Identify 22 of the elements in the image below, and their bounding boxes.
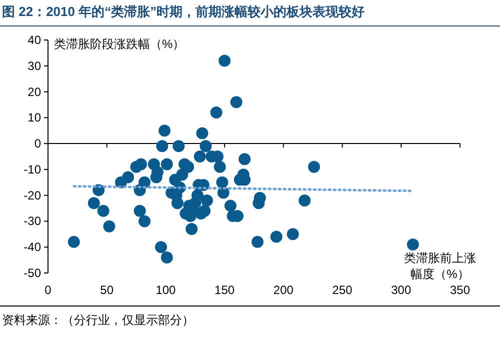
x-tick-label: 50: [100, 283, 114, 297]
y-tick-label: 30: [28, 58, 42, 73]
x-tick-label: 0: [44, 283, 52, 297]
x-tick-label: 200: [273, 283, 294, 297]
y-tick-label: 0: [34, 136, 42, 151]
y-axis-title: 类滞胀阶段涨跌幅（%）: [54, 37, 185, 51]
y-tick-label: 40: [28, 33, 42, 47]
y-tick-label: -40: [24, 240, 42, 254]
chart-title: 图 22：2010 年的“类滞胀”时期，前期涨幅较小的板块表现较好: [2, 4, 365, 19]
text: 资料来源：（分行业，仅显示部分）: [2, 313, 194, 327]
y-tick-label: 20: [28, 84, 42, 99]
x-tick-label: 350: [450, 283, 470, 297]
y-tick-label: -20: [24, 188, 42, 202]
x-tick-label: 250: [332, 283, 353, 297]
y-tick-label: -30: [24, 214, 42, 228]
x-tick-label: 100: [156, 283, 176, 297]
y-tick-label: 10: [28, 110, 42, 125]
x-axis-title: 类滞胀前上涨幅度（%）: [404, 251, 476, 281]
y-tick-label: -10: [24, 162, 42, 176]
x-tick-label: 150: [214, 283, 235, 297]
x-tick-label: 300: [391, 283, 412, 297]
y-tick-label: -50: [24, 266, 42, 280]
